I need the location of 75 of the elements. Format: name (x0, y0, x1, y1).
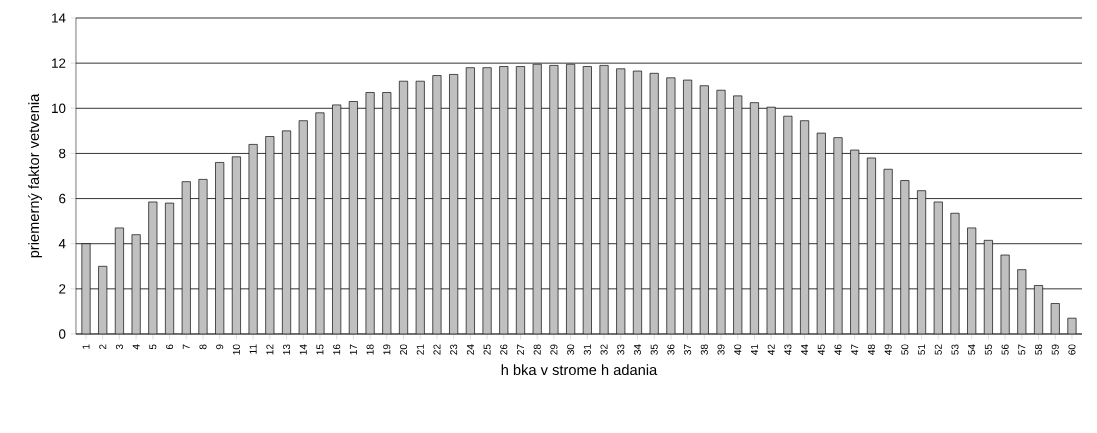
x-tick-label: 43 (784, 344, 792, 355)
y-tick-label: 14 (52, 13, 66, 23)
x-tick-label: 24 (466, 344, 474, 355)
x-tick-label: 20 (399, 344, 408, 355)
x-tick-label: 29 (550, 344, 558, 355)
x-tick-label: 9 (216, 344, 224, 350)
x-tick-label: 35 (650, 344, 658, 355)
x-tick-label: 32 (600, 344, 608, 355)
x-tick-label: 1 (82, 344, 90, 349)
x-tick-label: 26 (500, 344, 508, 355)
x-tick-label: 33 (617, 344, 625, 355)
x-tick-label: 37 (684, 344, 692, 355)
x-tick-label: 39 (717, 344, 725, 355)
x-tick-label: 11 (249, 344, 257, 354)
y-tick-label: 10 (52, 103, 66, 113)
x-tick-label: 31 (583, 344, 591, 355)
x-tick-label: 41 (751, 344, 758, 355)
x-tick-label: 23 (450, 344, 458, 355)
x-tick-label: 7 (182, 344, 190, 350)
x-tick-label: 56 (1001, 344, 1009, 355)
x-tick-label: 15 (316, 344, 324, 355)
x-tick-label: 18 (366, 344, 374, 355)
x-tick-label: 22 (433, 344, 441, 355)
x-tick-label: 25 (483, 344, 491, 355)
x-tick-label: 28 (533, 344, 541, 355)
x-tick-label: 8 (199, 344, 207, 350)
x-tick-label: 6 (166, 344, 174, 350)
y-tick-label: 8 (59, 148, 66, 159)
x-tick-label: 49 (884, 344, 892, 355)
x-tick-label: 48 (867, 344, 875, 355)
y-tick-label: 12 (52, 58, 66, 68)
x-tick-label: 47 (851, 344, 859, 355)
x-tick-label: 34 (633, 344, 642, 355)
x-tick-label: 60 (1068, 344, 1076, 355)
y-tick-label: 6 (59, 193, 66, 204)
bar (81, 243, 91, 334)
x-tick-label: 5 (149, 344, 157, 350)
x-tick-label: 55 (984, 344, 992, 355)
y-tick-label: 2 (59, 284, 66, 294)
x-tick-label: 30 (567, 344, 575, 355)
x-tick-label: 46 (834, 344, 842, 355)
y-tick-label: 0 (59, 329, 66, 339)
x-tick-label: 51 (918, 344, 926, 355)
x-tick-label: 53 (951, 344, 959, 355)
x-tick-label: 21 (416, 344, 424, 355)
y-axis-title: priemerný faktor vetvenia (28, 93, 42, 258)
bar (716, 90, 726, 334)
x-tick-label: 2 (99, 344, 107, 350)
x-tick-label: 14 (299, 344, 307, 355)
bar (950, 213, 960, 334)
x-tick-label: 42 (767, 344, 775, 355)
x-axis-title: h bka v strome h adania (501, 364, 658, 376)
x-tick-label: 16 (333, 344, 341, 355)
bar (198, 179, 208, 334)
x-tick-label: 58 (1034, 344, 1043, 355)
x-tick-label: 59 (1051, 344, 1059, 355)
x-tick-label: 13 (282, 344, 291, 355)
x-tick-label: 57 (1018, 344, 1026, 355)
x-tick-label: 19 (383, 344, 391, 355)
bar (833, 137, 843, 334)
x-tick-label: 12 (266, 344, 274, 355)
x-tick-label: 54 (968, 344, 976, 355)
x-tick-label: 27 (516, 344, 524, 355)
x-tick-label: 44 (801, 344, 809, 355)
x-tick-label: 40 (734, 344, 742, 355)
y-tick-label: 4 (58, 239, 66, 249)
x-tick-label: 36 (667, 344, 675, 355)
x-tick-label: 17 (349, 344, 357, 355)
x-tick-label: 4 (132, 344, 140, 350)
x-tick-label: 52 (934, 344, 942, 355)
x-tick-label: 45 (817, 344, 825, 355)
x-tick-label: 50 (901, 344, 909, 355)
x-tick-label: 10 (232, 344, 240, 355)
x-tick-label: 38 (700, 344, 708, 355)
x-tick-label: 3 (115, 344, 123, 350)
